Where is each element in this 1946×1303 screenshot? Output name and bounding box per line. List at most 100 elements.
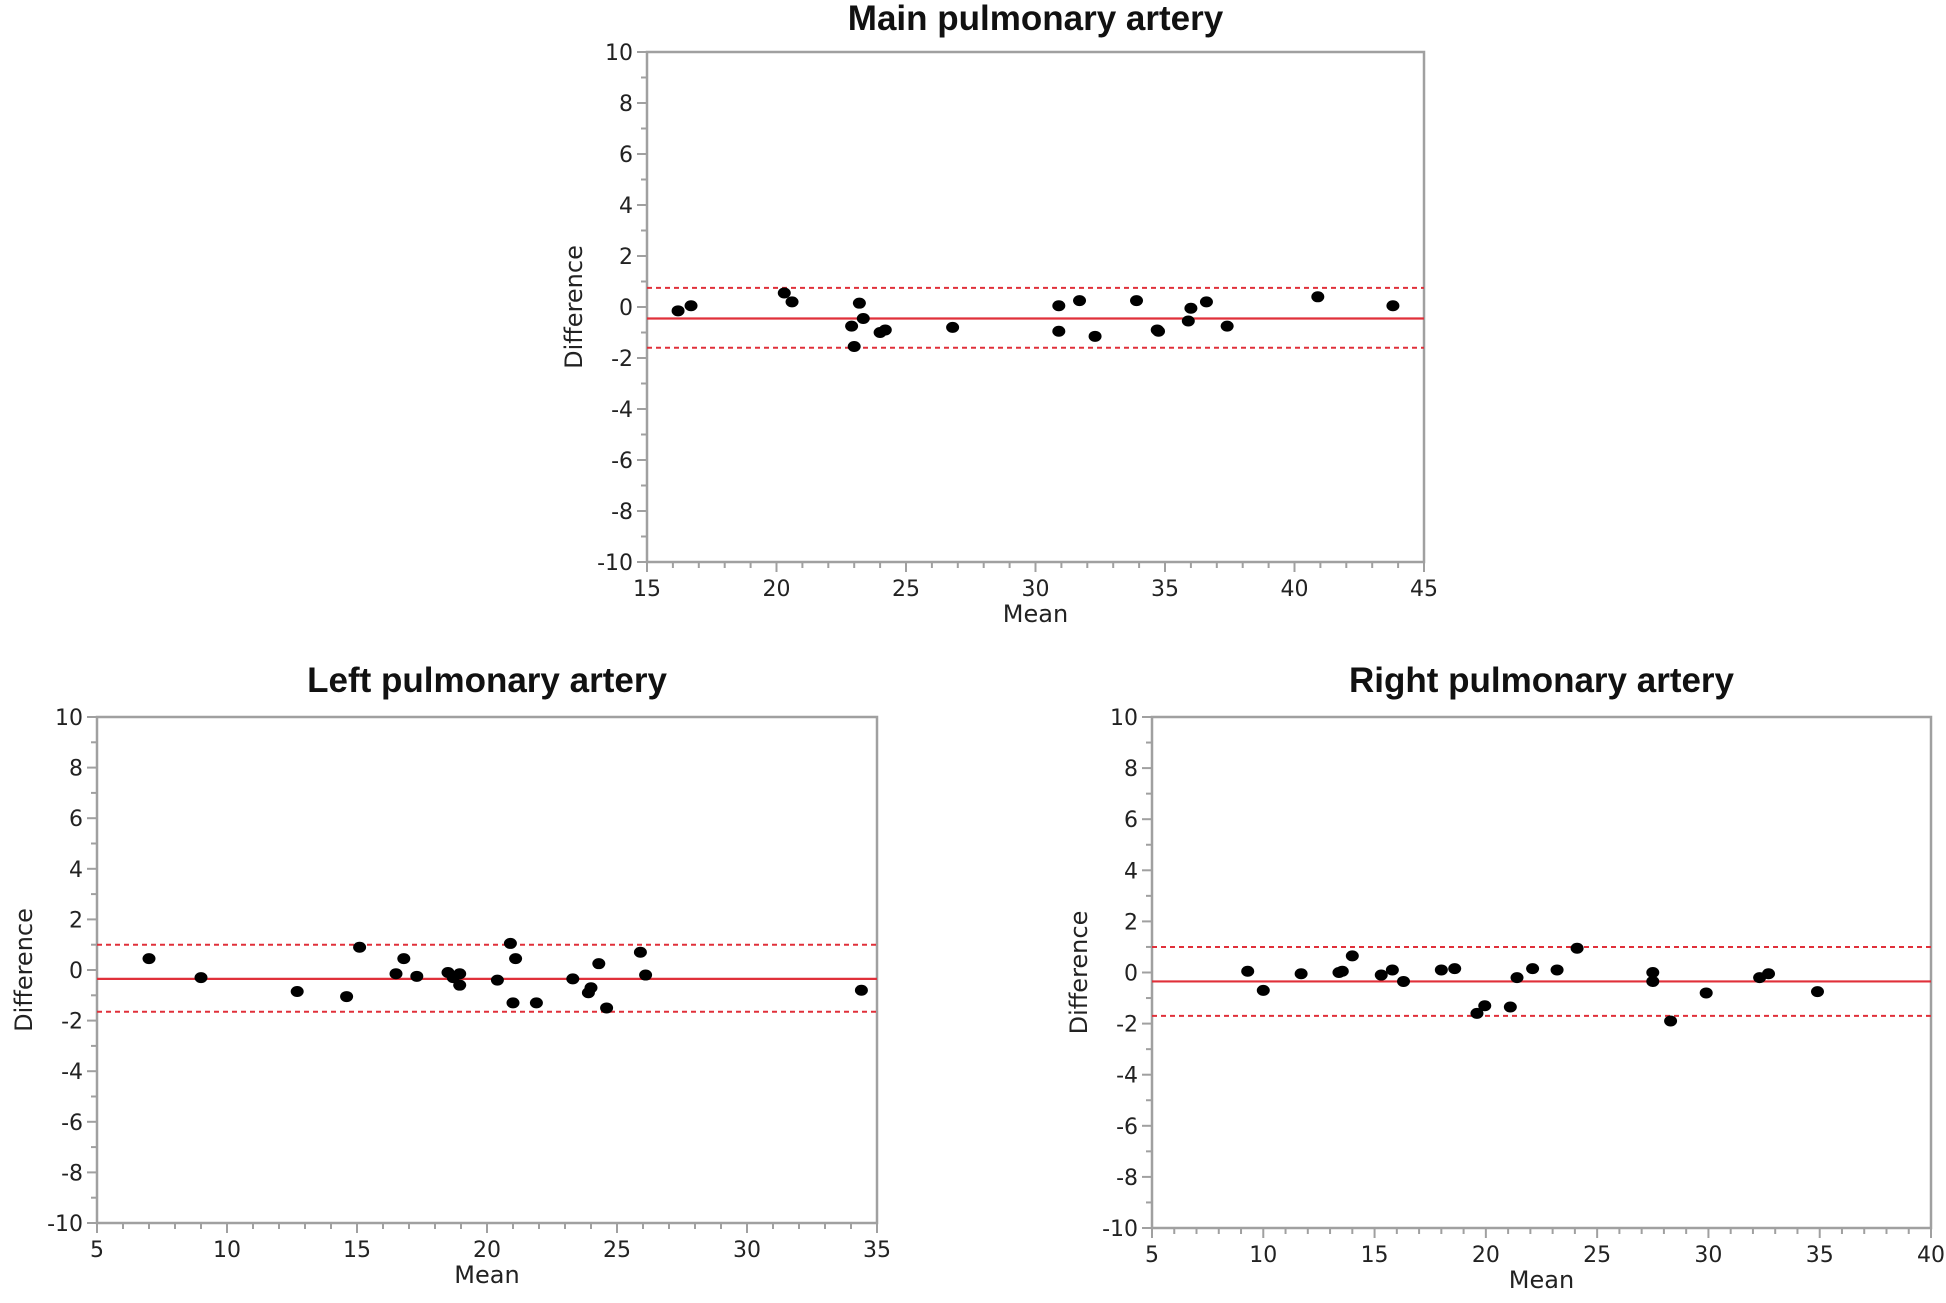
y-tick-label: -6 [1116,1115,1138,1140]
data-point [1294,968,1308,980]
y-tick-label: 10 [1110,706,1138,731]
y-tick-label: 2 [619,245,633,270]
y-tick-label: 8 [619,92,633,117]
data-point [1311,291,1325,303]
data-point [1810,986,1824,998]
chart-main-pulmonary-artery: Main pulmonary artery1086420-2-4-6-8-101… [560,0,1438,628]
data-point [856,312,870,324]
data-point [453,979,467,991]
data-point [633,946,647,958]
y-tick-label: -10 [597,551,633,576]
data-point [1503,1001,1517,1013]
data-point [847,341,861,353]
x-tick-label: 30 [1022,577,1050,602]
data-point [1470,1007,1484,1019]
x-tick-label: 20 [763,577,791,602]
y-tick-label: -10 [47,1212,83,1237]
data-point [1699,987,1713,999]
data-point [1434,964,1448,976]
y-tick-label: 10 [605,41,633,66]
data-point [506,997,520,1009]
data-point [1184,302,1198,314]
data-point [1526,963,1540,975]
data-point [1664,1015,1678,1027]
x-tick-label: 5 [1145,1243,1159,1268]
data-point [852,297,866,309]
x-tick-label: 10 [213,1238,241,1263]
data-point [1130,295,1144,307]
y-tick-label: -6 [611,449,633,474]
data-point [529,997,543,1009]
y-tick-label: 4 [69,858,83,883]
y-tick-label: 2 [1124,910,1138,935]
data-point [1646,967,1660,978]
y-axis-label: Difference [560,245,588,369]
chart-left-pulmonary-artery: Left pulmonary artery1086420-2-4-6-8-105… [10,661,891,1289]
y-tick-label: -8 [1116,1166,1138,1191]
x-tick-label: 45 [1410,577,1438,602]
y-tick-label: -8 [61,1161,83,1186]
data-point [777,287,791,299]
chart-right-pulmonary-artery: Right pulmonary artery1086420-2-4-6-8-10… [1065,661,1945,1294]
x-tick-label: 25 [1583,1243,1611,1268]
data-point [592,958,606,970]
y-tick-label: -4 [611,398,633,423]
data-point [1241,965,1255,977]
y-axis-label: Difference [1065,911,1093,1035]
y-tick-label: 8 [1124,757,1138,782]
data-point [600,1002,614,1014]
y-tick-label: -2 [61,1010,83,1035]
y-tick-label: 10 [55,706,83,731]
x-tick-label: 15 [343,1238,371,1263]
y-tick-label: -4 [1116,1064,1138,1089]
y-tick-label: 0 [1124,962,1138,987]
x-tick-label: 35 [863,1238,891,1263]
data-point [878,324,892,336]
data-point [1199,296,1213,308]
data-point [142,953,156,965]
chart-title: Left pulmonary artery [307,661,667,700]
data-point [1335,965,1349,977]
data-point [1386,300,1400,312]
data-point [684,300,698,312]
data-point [194,972,208,984]
data-point [671,305,685,317]
data-point [639,969,653,981]
data-point [1088,330,1102,342]
x-tick-label: 25 [892,577,920,602]
data-point [1052,300,1066,312]
data-point [1448,963,1462,975]
data-point [1374,969,1388,981]
y-tick-label: 4 [1124,859,1138,884]
x-tick-label: 35 [1151,577,1179,602]
data-point [1345,950,1359,962]
data-point [503,937,517,949]
data-point [566,973,580,985]
data-point [453,968,467,980]
data-point [1646,975,1660,987]
x-tick-label: 20 [1472,1243,1500,1268]
x-tick-label: 25 [603,1238,631,1263]
data-point [1073,295,1087,307]
data-point [854,984,868,996]
x-tick-label: 15 [633,577,661,602]
x-tick-label: 35 [1806,1243,1834,1268]
data-point [584,982,598,994]
data-point [509,953,523,965]
data-point [1220,320,1234,332]
data-point [845,320,859,332]
data-point [353,941,367,953]
x-tick-label: 30 [733,1238,761,1263]
data-point [410,970,424,982]
data-point [1510,972,1524,984]
y-tick-label: 0 [619,296,633,321]
data-point [1152,325,1166,337]
y-tick-label: 2 [69,908,83,933]
y-tick-label: 4 [619,194,633,219]
plot-frame [1150,715,1933,1230]
x-tick-label: 5 [90,1238,104,1263]
data-point [1385,964,1399,976]
y-tick-label: 6 [69,807,83,832]
y-tick-label: -10 [1102,1217,1138,1242]
data-point [785,296,799,308]
